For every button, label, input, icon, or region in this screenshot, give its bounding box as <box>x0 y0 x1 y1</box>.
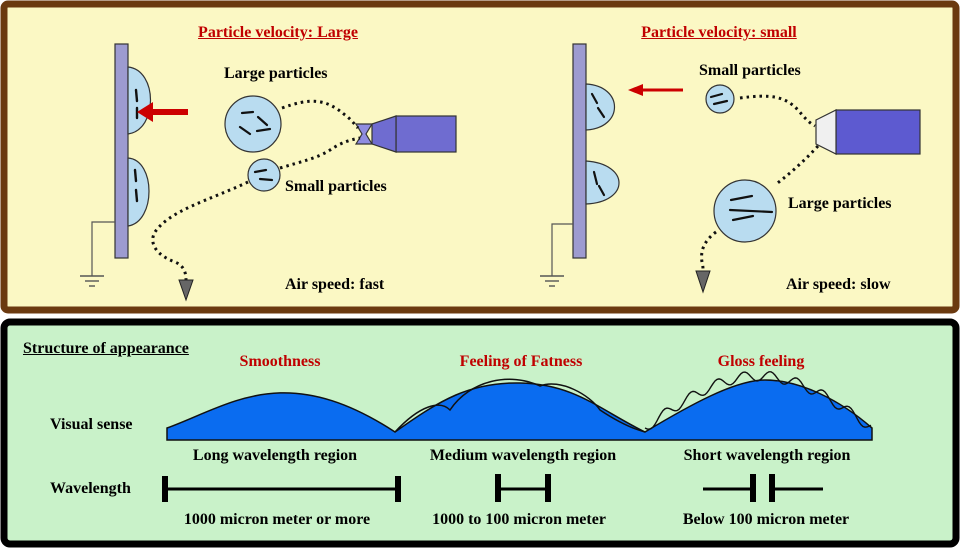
right-path-small <box>739 94 816 128</box>
left-path-large <box>281 99 360 130</box>
short-wavelength-bar <box>703 474 823 502</box>
right-spray-gun <box>815 109 921 155</box>
wavelength-label: Wavelength <box>50 480 131 497</box>
surface-wave <box>166 379 873 441</box>
left-small-particles-label: Small particles <box>285 178 387 195</box>
right-small-particle <box>705 84 735 114</box>
left-air-speed-label: Air speed: fast <box>285 276 385 293</box>
visual-sense-label: Visual sense <box>50 416 133 433</box>
left-path-fall <box>151 180 249 281</box>
left-large-particle <box>224 95 282 153</box>
left-ground-wire <box>91 221 115 276</box>
medium-wave-overlay <box>394 378 646 433</box>
structure-heading: Structure of appearance <box>23 340 189 357</box>
left-fall-arrowhead <box>178 279 194 302</box>
left-plate <box>114 43 129 259</box>
short-region-label: Short wavelength region <box>683 447 851 464</box>
long-range-label: 1000 micron meter or more <box>183 511 371 528</box>
medium-region-label: Medium wavelength region <box>429 447 617 464</box>
long-region-label: Long wavelength region <box>192 447 358 464</box>
left-spray-gun <box>354 115 457 153</box>
left-small-particle <box>247 158 281 192</box>
smoothness-label: Smoothness <box>239 353 321 370</box>
top-panel <box>0 0 960 314</box>
left-large-particles-label: Large particles <box>224 65 328 82</box>
fatness-label: Feeling of Fatness <box>459 353 583 370</box>
right-small-particles-label: Small particles <box>699 62 801 79</box>
right-air-speed-label: Air speed: slow <box>786 276 891 293</box>
right-plate <box>572 43 587 259</box>
right-large-particles-label: Large particles <box>788 195 892 212</box>
left-deposit-small <box>127 157 150 227</box>
right-title: Particle velocity: small <box>641 24 797 41</box>
left-title: Particle velocity: Large <box>198 24 358 41</box>
short-range-label: Below 100 micron meter <box>682 511 850 528</box>
short-wave-overlay <box>644 371 872 430</box>
right-fall-arrowhead <box>695 270 711 294</box>
right-path-fall <box>700 230 717 271</box>
medium-wavelength-bar <box>495 474 551 502</box>
medium-range-label: 1000 to 100 micron meter <box>432 511 606 528</box>
right-plate-assembly <box>540 43 620 287</box>
long-wavelength-bar <box>162 476 401 502</box>
right-path-large <box>774 144 820 187</box>
left-path-small <box>279 136 361 170</box>
gloss-label: Gloss feeling <box>717 353 805 370</box>
